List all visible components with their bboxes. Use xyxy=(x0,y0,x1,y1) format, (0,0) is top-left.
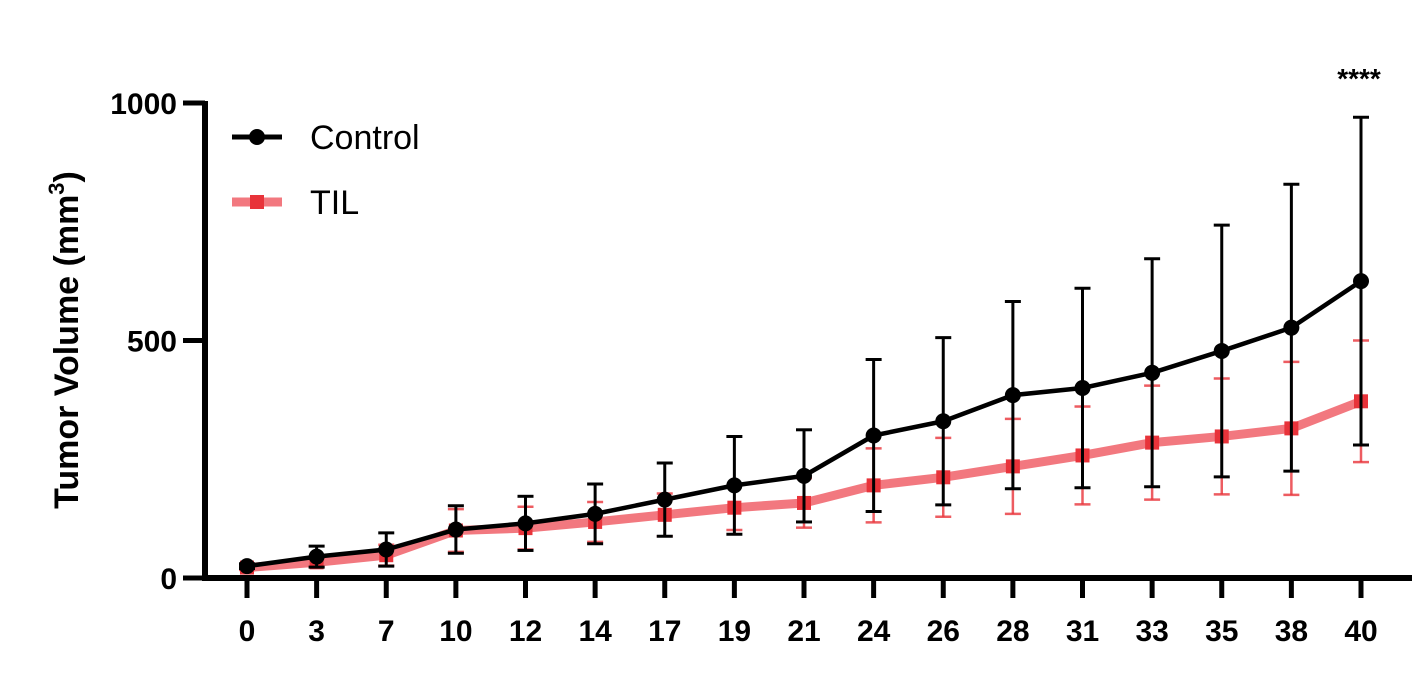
x-tick-label: 12 xyxy=(509,615,542,648)
data-point-control xyxy=(1144,364,1161,381)
x-tick-label: 40 xyxy=(1344,615,1377,648)
y-axis-title: Tumor Volume (mm3) xyxy=(44,171,86,509)
legend-entry-control: Control xyxy=(232,119,420,157)
y-axis-title-close: ) xyxy=(48,171,86,182)
x-tick-label: 0 xyxy=(239,615,256,648)
x-tick-label: 19 xyxy=(718,615,751,648)
data-point-control xyxy=(1283,319,1300,336)
x-tick-label: 35 xyxy=(1205,615,1238,648)
data-point-control xyxy=(239,558,255,575)
data-point-control xyxy=(865,427,882,444)
significance-annotation: **** xyxy=(1337,63,1381,94)
x-tick-label: 26 xyxy=(927,615,960,648)
legend: Control TIL xyxy=(232,119,420,222)
legend-swatch-til-marker xyxy=(250,195,264,209)
x-tick-label: 28 xyxy=(996,615,1029,648)
data-point-control xyxy=(378,541,395,558)
y-axis-title-superscript: 3 xyxy=(44,182,69,194)
x-tick-label: 14 xyxy=(578,615,612,648)
data-point-control xyxy=(1213,342,1230,359)
x-tick-label: 38 xyxy=(1275,615,1308,648)
y-axis-title-text: Tumor Volume (mm xyxy=(48,195,86,509)
x-tick-label: 21 xyxy=(787,615,820,648)
x-tick-label: 17 xyxy=(648,615,681,648)
x-tick-label: 10 xyxy=(439,615,472,648)
legend-entry-til: TIL xyxy=(232,184,359,222)
x-tick-label: 31 xyxy=(1066,615,1099,648)
y-tick-label: 500 xyxy=(127,326,177,359)
data-point-control xyxy=(1004,387,1021,404)
data-point-control xyxy=(308,548,325,565)
data-point-control xyxy=(1353,273,1369,290)
plot-area: 0 500 1000 0 3 7 10 12 14 17 19 21 24 26 28 31 33 35 38 40 xyxy=(110,88,1412,648)
data-point-control xyxy=(587,505,604,522)
data-point-control xyxy=(935,413,952,430)
data-point-control xyxy=(1074,380,1091,396)
y-tick-label: 0 xyxy=(160,563,177,596)
x-tick-label: 7 xyxy=(378,615,395,648)
legend-label-til: TIL xyxy=(310,184,359,222)
legend-swatch-control-marker xyxy=(249,129,265,145)
x-tick-label: 24 xyxy=(857,615,891,648)
x-tick-label: 33 xyxy=(1135,615,1168,648)
x-tick-label: 3 xyxy=(308,615,325,648)
data-point-control xyxy=(726,477,743,494)
y-tick-label: 1000 xyxy=(110,88,177,121)
data-point-control xyxy=(517,515,534,532)
legend-label-control: Control xyxy=(310,119,420,157)
data-point-control xyxy=(447,521,464,538)
data-point-control xyxy=(656,491,673,508)
data-point-control xyxy=(796,467,812,484)
